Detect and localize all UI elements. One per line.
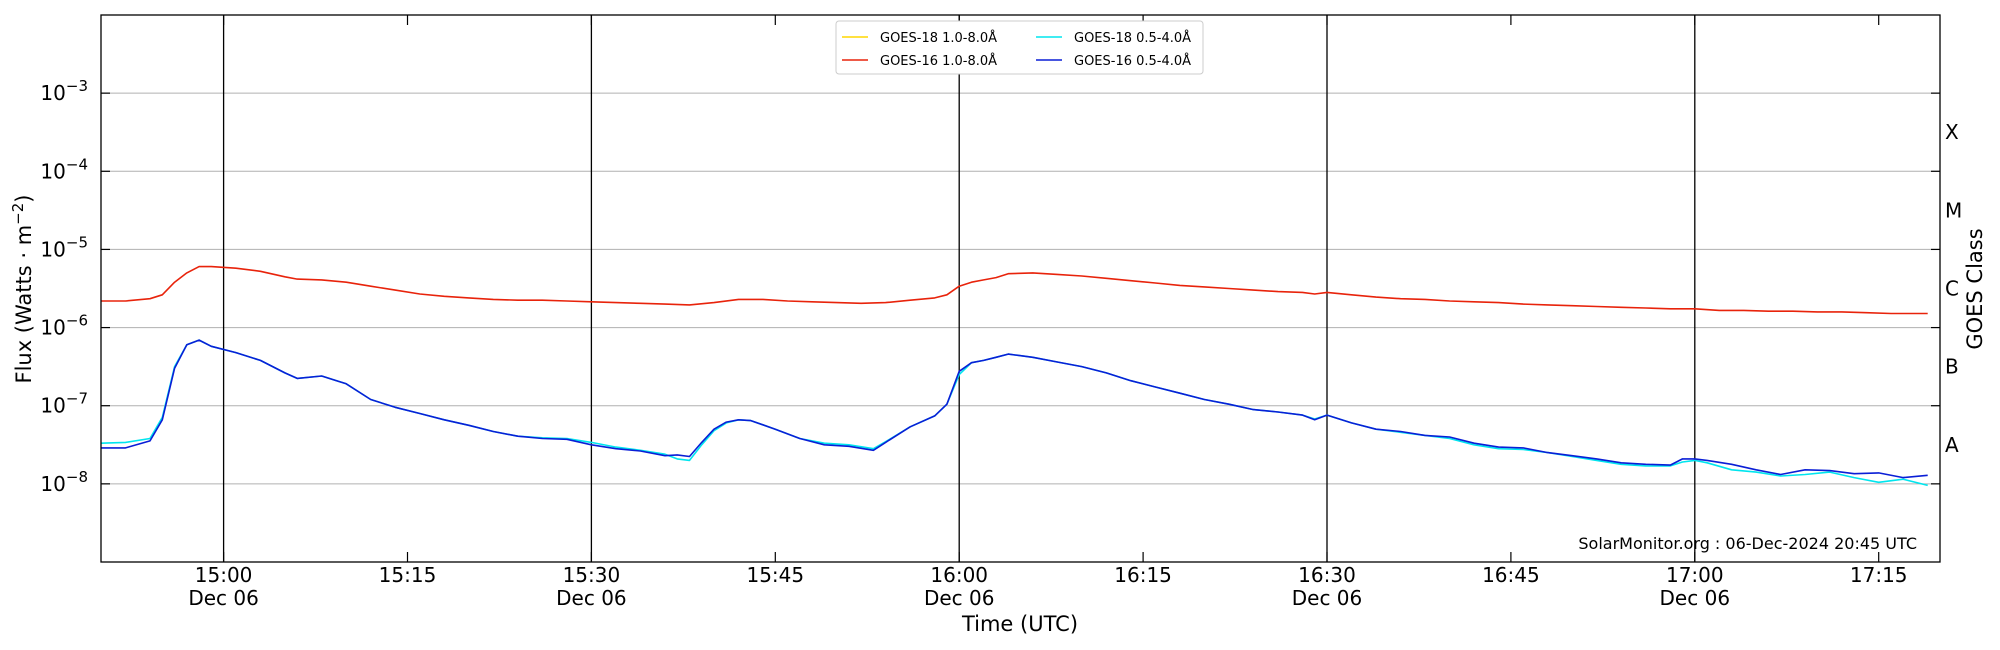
legend: GOES-18 1.0-8.0Å GOES-18 0.5-4.0Å GOES-1… (835, 20, 1204, 75)
y-tick-label: 10−8 (40, 468, 88, 496)
plot-frame (100, 14, 1941, 563)
series-line (101, 339, 1928, 479)
y-tick-base: 10 (40, 81, 65, 105)
series-line (101, 265, 1928, 315)
y-tick-exponent: −5 (66, 233, 88, 251)
x-tick-label: 16:30 (1298, 563, 1356, 587)
x-tick-label: 17:00 (1666, 563, 1724, 587)
x-tick-label: 17:15 (1850, 563, 1908, 587)
y-tick-exponent: −8 (66, 468, 88, 486)
y-axis-label-main: Flux (Watts · m (12, 225, 36, 384)
y-axis-label-close: ) (12, 194, 36, 202)
x-tick-label: 15:30 (563, 563, 621, 587)
series-lines (100, 265, 1928, 487)
y-tick-label: 10−3 (40, 77, 88, 105)
y-tick-base: 10 (40, 237, 65, 261)
legend-label-goes18-long: GOES-18 1.0-8.0Å (880, 30, 997, 46)
legend-label-goes18-short: GOES-18 0.5-4.0Å (1074, 30, 1191, 46)
y-tick-exponent: −3 (66, 77, 88, 95)
legend-box (835, 20, 1204, 75)
y-tick-label: 10−6 (40, 312, 88, 340)
y-tick-exponent: −4 (66, 155, 88, 173)
x-tick-date-label: Dec 06 (556, 586, 627, 610)
goes-class-label: B (1945, 355, 1959, 379)
y-tick-base: 10 (40, 316, 65, 340)
goes-class-label: A (1945, 433, 1959, 457)
x-tick-date-label: Dec 06 (1292, 586, 1363, 610)
grid-lines (101, 92, 1940, 485)
goes-class-label: X (1945, 120, 1959, 144)
goes-class-label: M (1945, 198, 1962, 222)
legend-label-goes16-long: GOES-16 1.0-8.0Å (880, 53, 997, 69)
y-tick-base: 10 (40, 472, 65, 496)
legend-label-goes16-short: GOES-16 0.5-4.0Å (1074, 53, 1191, 69)
x-tick-date-label: Dec 06 (188, 586, 259, 610)
y-axis-label: Flux (Watts · m−2) (9, 194, 36, 383)
x-tick-label: 15:45 (746, 563, 804, 587)
x-tick-label: 15:15 (379, 563, 437, 587)
x-tick-label: 16:00 (930, 563, 988, 587)
goes-class-label: C (1945, 277, 1959, 301)
x-tick-date-label: Dec 06 (924, 586, 995, 610)
goes-class-labels: A B C M X (1945, 120, 1962, 457)
x-axis-label: Time (UTC) (961, 612, 1078, 636)
y-tick-label: 10−5 (40, 233, 88, 261)
series-line (100, 339, 1928, 487)
credit-text: SolarMonitor.org : 06-Dec-2024 20:45 UTC (1578, 534, 1917, 553)
y-tick-label: 10−7 (40, 390, 88, 418)
y-tick-exponent: −6 (66, 312, 88, 330)
y-axis-label-exponent: −2 (9, 203, 27, 225)
y-tick-labels: 10−810−710−610−510−410−3 (40, 77, 88, 496)
x-tick-date-label: Dec 06 (1660, 586, 1731, 610)
y-tick-base: 10 (40, 159, 65, 183)
y-tick-exponent: −7 (66, 390, 88, 408)
x-tick-label: 15:00 (195, 563, 253, 587)
x-tick-label: 16:45 (1482, 563, 1540, 587)
day-marker-lines (222, 15, 1696, 562)
axis-ticks (101, 15, 1940, 562)
goes-class-axis-label: GOES Class (1963, 228, 1987, 349)
y-tick-label: 10−4 (40, 155, 88, 183)
y-tick-base: 10 (40, 394, 65, 418)
x-tick-label: 16:15 (1114, 563, 1172, 587)
